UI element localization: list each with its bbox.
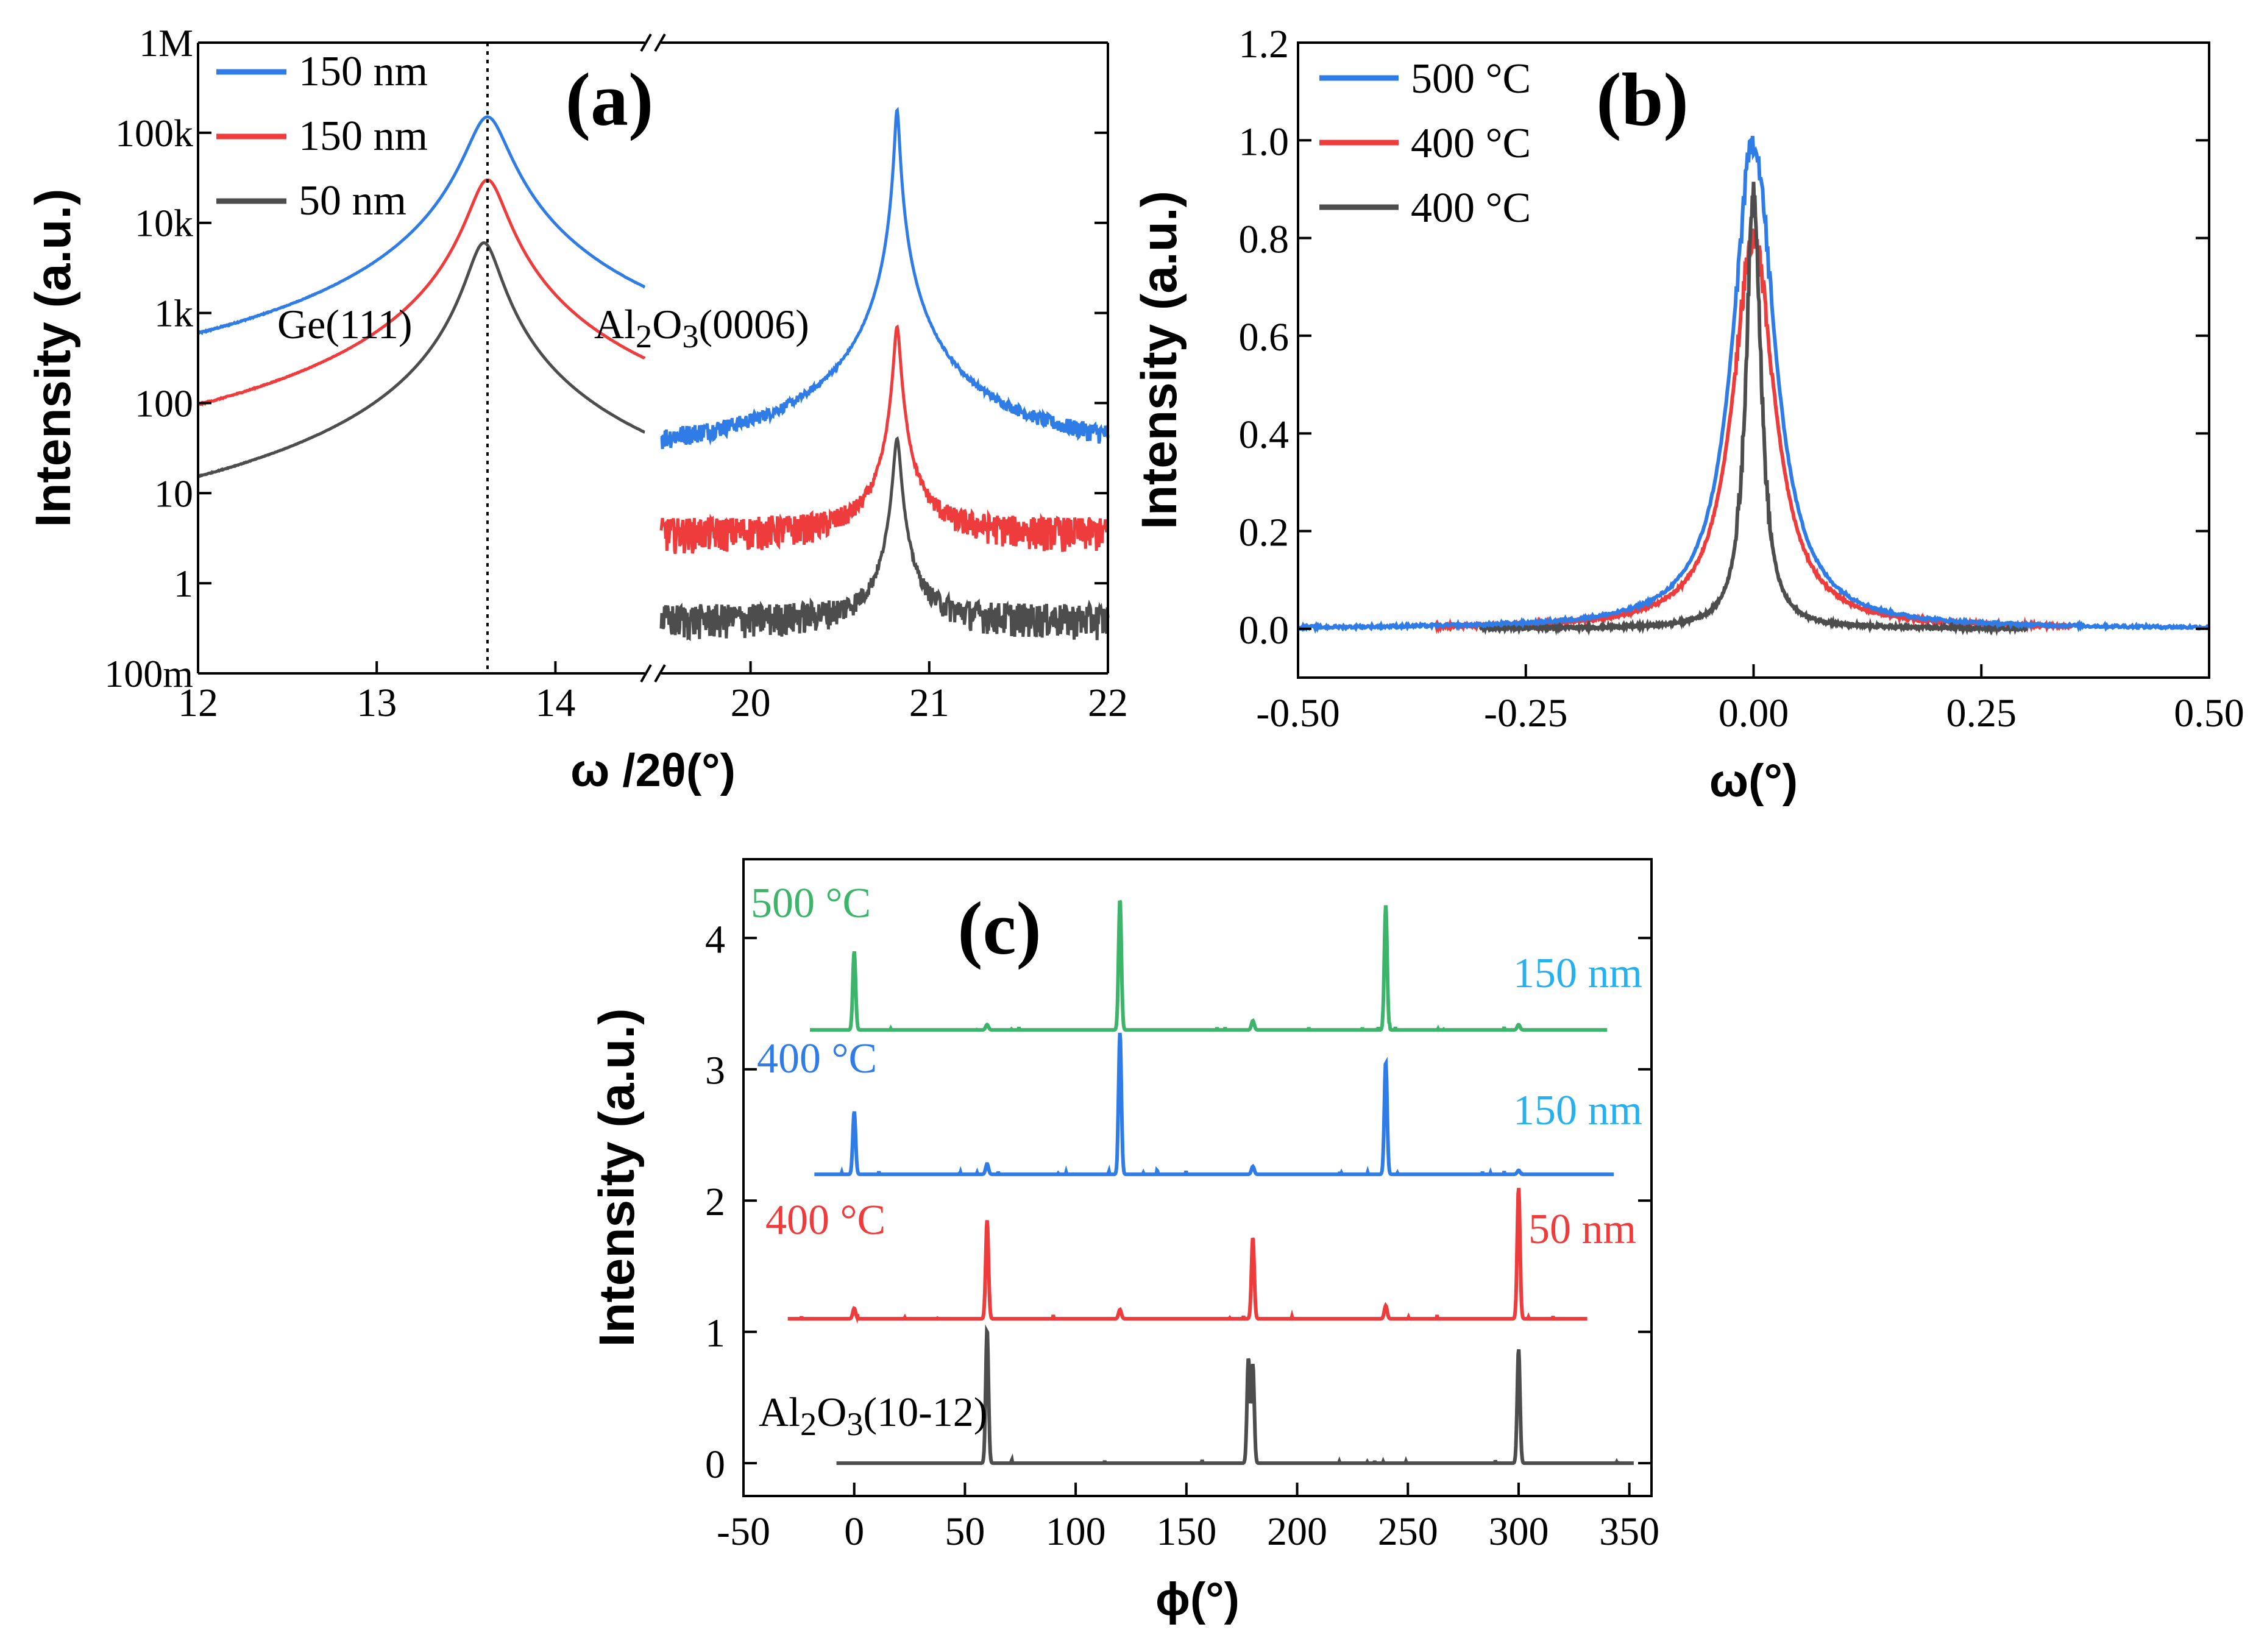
series-2-trace-seg-2 [659, 324, 1110, 555]
y-tick-label: 0.0 [1239, 608, 1290, 653]
y-tick-label: 0.8 [1239, 218, 1290, 262]
y-tick-label: 100m [104, 652, 193, 695]
y-tick-label: 1 [705, 1311, 725, 1356]
y-tick-label: 0.2 [1239, 511, 1290, 555]
series-3-trace-seg-1 [197, 241, 645, 478]
y-tick-label: 0.4 [1239, 413, 1290, 457]
y-tick-label: 0 [705, 1442, 725, 1487]
annotation-al2o3-0006: Al2O3(0006) [594, 301, 809, 355]
y-tick-label: 1.0 [1239, 119, 1290, 164]
series-thickness-label: 150 nm [1513, 950, 1642, 997]
panel-label-a: (a) [566, 58, 654, 141]
series-1-trace [1296, 135, 2211, 634]
x-tick-label: 22 [1088, 681, 1128, 725]
series-3-trace [787, 1188, 1588, 1324]
y-tick-label: 1.2 [1239, 22, 1290, 66]
x-axis-title: ω(°) [1709, 755, 1798, 807]
x-tick-label: 0.50 [2174, 691, 2244, 736]
panel-c-chart: 0 1 2 3 4 -50 0 50 100 150 200 250 300 350 ϕ(°) Intensi… [589, 858, 1659, 1625]
axis-break-mark [654, 34, 666, 52]
x-tick-label: 12 [178, 681, 218, 725]
y-tick-label: 3 [705, 1049, 725, 1093]
series-temp-label: 400 °C [765, 1197, 885, 1244]
x-tick-label: 50 [945, 1509, 985, 1554]
y-axis-title: Intensity (a.u.) [26, 189, 81, 528]
x-tick-label: 0.25 [1946, 691, 2017, 736]
y-tick-label: 1k [154, 292, 193, 335]
legend-label: 500 °C [1411, 55, 1531, 102]
series-thickness-label: 50 nm [1528, 1206, 1636, 1253]
legend-label: 400 °C [1411, 185, 1531, 232]
series-1-trace [810, 899, 1608, 1032]
x-tick-label: 20 [731, 681, 771, 725]
y-axis-title: Intensity (a.u.) [589, 1009, 645, 1347]
y-axis-title: Intensity (a.u.) [1132, 191, 1187, 530]
x-tick-label: -0.50 [1256, 691, 1339, 736]
x-tick-label: 250 [1378, 1509, 1438, 1554]
plot-frame [742, 858, 1653, 1497]
x-tick-label: 200 [1267, 1509, 1327, 1554]
x-tick-label: 150 [1156, 1509, 1216, 1554]
y-tick-label: 100 [135, 381, 193, 425]
series-2-trace [814, 1032, 1614, 1177]
y-tick-label: 10 [154, 472, 193, 515]
x-tick-label: 21 [909, 681, 949, 725]
series-1-trace-seg-2 [660, 107, 1110, 449]
y-tick-label: 0.6 [1239, 315, 1290, 360]
series-temp-label: 500 °C [751, 880, 871, 927]
legend-label: 150 nm [299, 48, 428, 95]
x-tick-label: 14 [535, 681, 575, 725]
y-tick-label: 100k [115, 112, 193, 155]
panel-label-b: (b) [1596, 58, 1689, 141]
legend-label: 50 nm [299, 177, 406, 224]
x-tick-label: 13 [357, 681, 397, 725]
x-axis-title: ω /2θ(°) [570, 745, 736, 796]
x-axis-title: ϕ(°) [1155, 1573, 1240, 1625]
series-2-trace-seg-1 [197, 178, 646, 407]
annotation-ge111: Ge(111) [277, 301, 413, 347]
x-tick-label: 350 [1599, 1509, 1659, 1554]
series-3-trace [1478, 182, 2029, 636]
x-tick-label: 0.00 [1719, 691, 1789, 736]
legend-label: 150 nm [299, 113, 428, 160]
series-thickness-label: 150 nm [1513, 1087, 1642, 1134]
annotation-al2o3-10-12: Al2O3(10-12) [759, 1389, 987, 1442]
x-tick-label: -50 [717, 1509, 770, 1554]
x-tick-label: 0 [844, 1509, 864, 1554]
series-1-trace-seg-1 [197, 115, 646, 336]
x-tick-label: 300 [1488, 1509, 1549, 1554]
legend-label: 400 °C [1411, 120, 1531, 167]
x-tick-label: -0.25 [1484, 691, 1567, 736]
axis-break-mark [654, 664, 666, 682]
x-tick-label: 100 [1046, 1509, 1106, 1554]
y-tick-label: 4 [705, 917, 725, 962]
series-4-trace [836, 1324, 1634, 1466]
y-tick-label: 2 [705, 1180, 725, 1224]
y-tick-label: 1M [139, 21, 193, 65]
panel-b-chart: 0.0 0.2 0.4 0.6 0.8 1.0 1.2 -0.50 -0.25 0.00 0.25 0… [1132, 22, 2244, 807]
y-tick-label: 10k [135, 202, 193, 245]
series-temp-label: 400 °C [757, 1035, 877, 1082]
panel-label-c: (c) [957, 887, 1041, 970]
y-tick-label: 1 [174, 562, 193, 605]
axis-break-mark [640, 664, 652, 682]
series-3-trace-seg-2 [659, 436, 1110, 642]
panel-a-chart: 100m 1 10 100 1k 10k 100k 1M 12 13 14 20 21 22 ω /2θ(°… [26, 21, 1128, 796]
axis-break-mark [640, 34, 652, 52]
